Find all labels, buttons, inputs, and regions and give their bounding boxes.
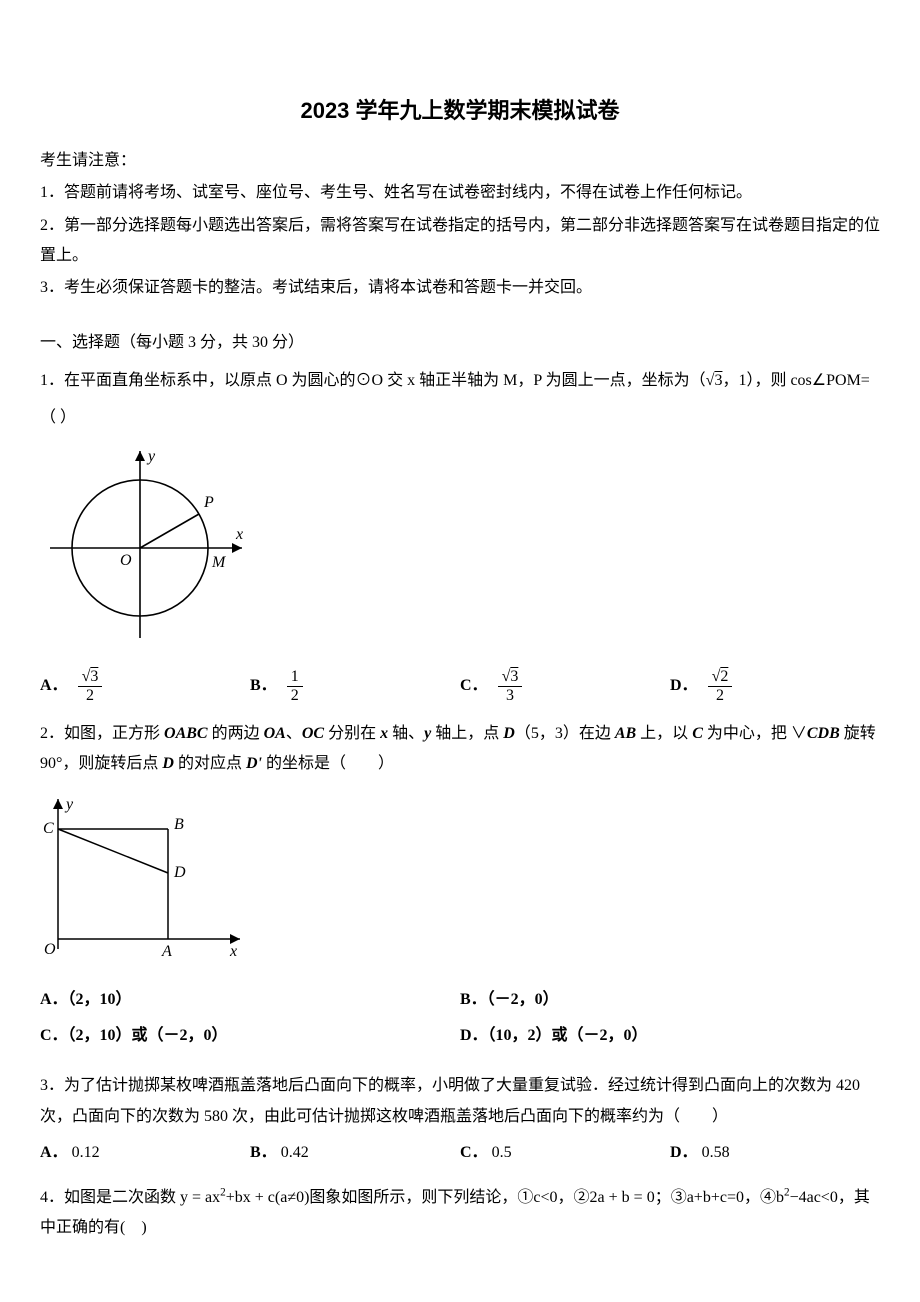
q3-option-a: A．0.12 <box>40 1138 250 1168</box>
q3-option-c: C．0.5 <box>460 1138 670 1168</box>
q2-options: A．（2，10） B．（－2，0） C．（2，10）或（－2，0） D．（10，… <box>40 985 880 1058</box>
question-4: 4．如图是二次函数 y = ax2+bx + c(a≠0)图象如图所示，则下列结… <box>40 1183 880 1244</box>
instructions-block: 考生请注意： 1．答题前请将考场、试室号、座位号、考生号、姓名写在试卷密封线内，… <box>40 146 880 304</box>
svg-text:O: O <box>120 552 132 569</box>
q1-stem-suffix: ，1），则 cos∠POM= <box>722 372 869 389</box>
page-title: 2023 学年九上数学期末模拟试卷 <box>40 90 880 132</box>
q1-b-frac: 12 <box>287 668 303 704</box>
question-3: 3．为了估计抛掷某枚啤酒瓶盖落地后凸面向下的概率，小明做了大量重复试验．经过统计… <box>40 1071 880 1168</box>
q1-option-d: D． √22 <box>670 668 880 704</box>
question-2: 2．如图，正方形 OABC 的两边 OA、OC 分别在 x 轴、y 轴上，点 D… <box>40 719 880 1058</box>
svg-text:x: x <box>229 943 237 959</box>
q3-lbl-d: D． <box>670 1138 698 1168</box>
q1-paren: （ ） <box>40 403 880 433</box>
q1-option-b: B． 12 <box>250 668 460 704</box>
svg-text:x: x <box>235 526 243 543</box>
question-1: 1．在平面直角坐标系中，以原点 O 为圆心的⊙O 交 x 轴正半轴为 M，P 为… <box>40 366 880 704</box>
svg-text:y: y <box>146 448 156 465</box>
svg-text:P: P <box>203 494 214 511</box>
instructions-header: 考生请注意： <box>40 146 880 176</box>
q1-options: A． √32 B． 12 C． √33 D． √22 <box>40 668 880 704</box>
q2-option-c: C．（2，10）或（－2，0） <box>40 1021 460 1051</box>
q1-d-frac: √22 <box>708 668 733 704</box>
q3-option-d: D．0.58 <box>670 1138 880 1168</box>
svg-text:C: C <box>43 820 54 837</box>
svg-text:A: A <box>161 943 172 959</box>
instruction-line-3: 3．考生必须保证答题卡的整洁。考试结束后，请将本试卷和答题卡一并交回。 <box>40 273 880 303</box>
q2-option-d: D．（10，2）或（－2，0） <box>460 1021 880 1051</box>
opt-label-c: C． <box>460 671 488 701</box>
q3-option-b: B．0.42 <box>250 1138 460 1168</box>
q1-c-frac: √33 <box>498 668 523 704</box>
instruction-line-2: 2．第一部分选择题每小题选出答案后，需将答案写在试卷指定的括号内，第二部分非选择… <box>40 211 880 272</box>
q1-figure: O M P x y <box>40 443 880 654</box>
svg-text:M: M <box>211 554 227 571</box>
instruction-line-1: 1．答题前请将考场、试室号、座位号、考生号、姓名写在试卷密封线内，不得在试卷上作… <box>40 178 880 208</box>
q1-option-a: A． √32 <box>40 668 250 704</box>
q2-option-b: B．（－2，0） <box>460 985 880 1015</box>
q4-stem: 4．如图是二次函数 y = ax2+bx + c(a≠0)图象如图所示，则下列结… <box>40 1183 880 1244</box>
svg-text:y: y <box>64 796 74 813</box>
svg-text:B: B <box>174 816 184 833</box>
opt-label-d: D． <box>670 671 698 701</box>
q3-options: A．0.12 B．0.42 C．0.5 D．0.58 <box>40 1138 880 1168</box>
q2-figure: C B D O A x y <box>40 789 880 970</box>
q1-stem-prefix: 1．在平面直角坐标系中，以原点 O 为圆心的⊙O 交 x 轴正半轴为 M，P 为… <box>40 372 706 389</box>
q2-option-a: A．（2，10） <box>40 985 460 1015</box>
opt-label-a: A． <box>40 671 68 701</box>
q1-stem-sqrt: √3 <box>706 372 723 389</box>
q1-option-c: C． √33 <box>460 668 670 704</box>
q1-stem: 1．在平面直角坐标系中，以原点 O 为圆心的⊙O 交 x 轴正半轴为 M，P 为… <box>40 366 880 396</box>
q2-stem: 2．如图，正方形 OABC 的两边 OA、OC 分别在 x 轴、y 轴上，点 D… <box>40 719 880 780</box>
q3-val-c: 0.5 <box>492 1144 512 1161</box>
q3-stem: 3．为了估计抛掷某枚啤酒瓶盖落地后凸面向下的概率，小明做了大量重复试验．经过统计… <box>40 1071 880 1132</box>
q1-a-frac: √32 <box>78 668 103 704</box>
q3-val-a: 0.12 <box>72 1144 100 1161</box>
svg-text:O: O <box>44 941 56 958</box>
opt-label-b: B． <box>250 671 277 701</box>
svg-text:D: D <box>173 864 186 881</box>
section-1-header: 一、选择题（每小题 3 分，共 30 分） <box>40 328 880 358</box>
q3-val-d: 0.58 <box>702 1144 730 1161</box>
q3-lbl-c: C． <box>460 1138 488 1168</box>
q3-val-b: 0.42 <box>281 1144 309 1161</box>
q3-lbl-b: B． <box>250 1138 277 1168</box>
q3-lbl-a: A． <box>40 1138 68 1168</box>
